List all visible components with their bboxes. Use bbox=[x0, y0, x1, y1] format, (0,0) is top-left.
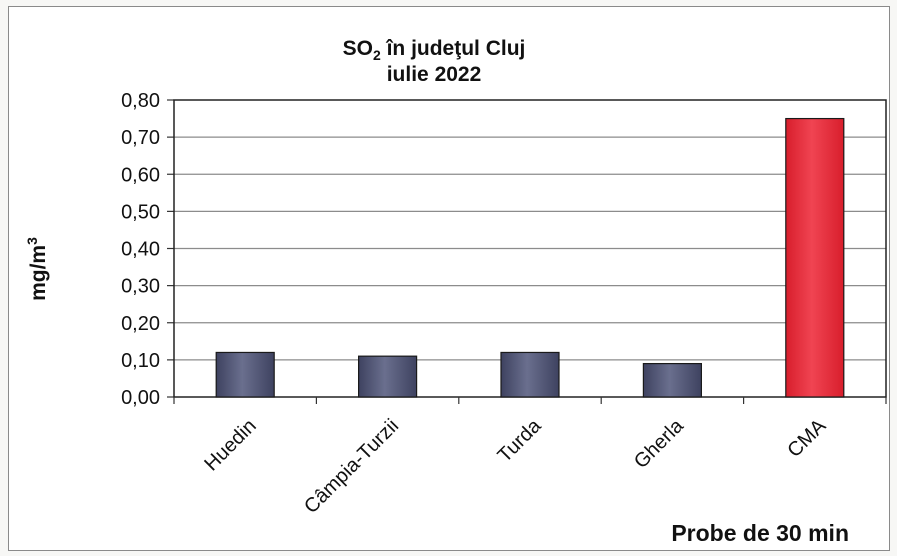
bar-huedin bbox=[215, 351, 275, 398]
chart: SO2 în judeţul Cluj iulie 2022 0,000,100… bbox=[24, 37, 887, 546]
bar-cma bbox=[785, 117, 845, 398]
chart-subtitle: iulie 2022 bbox=[387, 63, 482, 86]
x-tick-label: Huedin bbox=[200, 415, 260, 475]
chart-title-rest: în judeţul Cluj bbox=[381, 37, 526, 60]
y-tick-label: 0,10 bbox=[121, 350, 160, 372]
x-tick-label: Câmpia-Turzii bbox=[300, 415, 403, 518]
y-tick-label: 0,30 bbox=[121, 276, 160, 298]
y-axis-label: mg/m3 bbox=[24, 237, 50, 301]
chart-title: SO2 în judeţul Cluj bbox=[343, 37, 526, 63]
x-axis-label: Probe de 30 min bbox=[671, 520, 849, 546]
bar-turda bbox=[500, 351, 560, 398]
chart-title-subscript: 2 bbox=[373, 47, 381, 63]
y-tick-label: 0,80 bbox=[121, 90, 160, 112]
x-tick-label: Gherla bbox=[630, 414, 689, 473]
y-tick-label: 0,70 bbox=[121, 127, 160, 149]
x-tick-label: CMA bbox=[783, 415, 830, 462]
y-axis-label-superscript: 3 bbox=[24, 237, 40, 245]
x-tick-label: Turda bbox=[494, 414, 547, 467]
y-tick-label: 0,40 bbox=[121, 239, 160, 261]
y-tick-label: 0,50 bbox=[121, 201, 160, 223]
plot-area: 0,00 0,10 0,20 0,30 0,40 0,50 0,60 0,70 0,80 Hued… bbox=[121, 90, 887, 518]
chart-title-main: SO bbox=[343, 37, 373, 60]
y-tick-label: 0,20 bbox=[121, 313, 160, 335]
bar-c-mpia-turzii bbox=[358, 355, 418, 398]
y-tick-label: 0,00 bbox=[121, 387, 160, 409]
bar-gherla bbox=[642, 362, 703, 398]
y-tick-label: 0,60 bbox=[121, 164, 160, 186]
y-axis-label-main: mg/m bbox=[27, 245, 50, 301]
chart-frame: SO2 în judeţul Cluj iulie 2022 0,00 0,10 0… bbox=[8, 6, 890, 551]
